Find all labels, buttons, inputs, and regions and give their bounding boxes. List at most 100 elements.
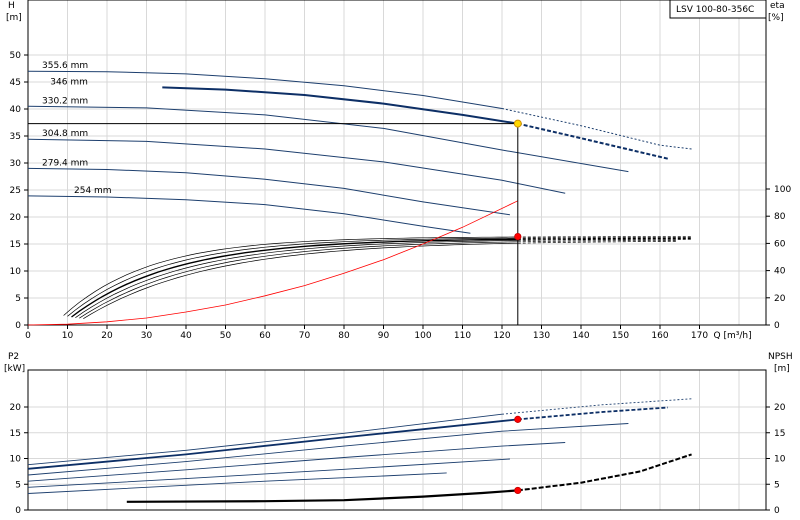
- flow-x-tick-label: 80: [338, 331, 350, 341]
- head-y-tick-label: 30: [10, 159, 22, 169]
- bottom-duty-markers: [514, 415, 522, 495]
- impeller-diameter-label: 254 mm: [74, 186, 112, 196]
- power-y-tick-label: 10: [10, 455, 22, 465]
- efficiency-curve: [63, 236, 518, 316]
- impeller-diameter-labels: 355.6 mm 346 mm 330.2 mm 304.8 mm 279.4 mm 25…: [42, 61, 112, 196]
- power-plot-frame: [27, 369, 767, 511]
- head-y-tick-label: 15: [10, 240, 21, 250]
- pump-model-title-box: [669, 0, 767, 19]
- flow-x-tick-label: 70: [299, 331, 311, 341]
- flow-x-tick-label: 120: [493, 331, 510, 341]
- efficiency-duty-marker: [514, 233, 522, 241]
- efficiency-y-tick-label: 100: [774, 185, 791, 195]
- head-curve-extension: [517, 122, 669, 160]
- efficiency-axis-unit: [%]: [768, 13, 784, 23]
- duty-point-marker: [513, 119, 522, 128]
- system-curve-line: [27, 200, 518, 326]
- efficiency-curve: [83, 242, 518, 319]
- head-curve: [27, 167, 510, 216]
- impeller-diameter-label: 346 mm: [50, 77, 88, 87]
- duty-point-markers: [513, 119, 522, 241]
- power-curve: [27, 442, 566, 482]
- npsh-y-tick-label: 15: [774, 429, 785, 439]
- power-y-tick-label: 0: [15, 506, 21, 516]
- flow-x-tick-label: 40: [180, 331, 192, 341]
- head-axis-unit: [m]: [6, 13, 22, 23]
- npsh-axis-unit: [m]: [774, 364, 790, 374]
- power-gridlines: [28, 370, 766, 510]
- power-curve: [27, 418, 518, 470]
- power-curve: [27, 472, 447, 494]
- head-curve: [27, 105, 629, 173]
- head-gridlines: [28, 0, 766, 325]
- head-y-tick-label: 35: [10, 132, 21, 142]
- npsh-duty-marker: [514, 486, 522, 495]
- power-curve: [27, 458, 510, 488]
- head-y-tick-label: 45: [10, 78, 21, 88]
- flow-x-tick-label: 100: [414, 331, 431, 341]
- npsh-curve-extension: [517, 453, 692, 492]
- flow-x-tick-label: 60: [259, 331, 271, 341]
- efficiency-axis-label: eta: [770, 1, 785, 11]
- efficiency-curve-extension: [517, 241, 676, 244]
- head-curve: [27, 70, 503, 109]
- power-curve: [27, 413, 503, 466]
- npsh-curve-line: [126, 489, 518, 503]
- power-y-tick-label: 15: [10, 429, 21, 439]
- npsh-y-tick-label: 5: [774, 480, 780, 490]
- flow-x-tick-label: 10: [62, 331, 74, 341]
- efficiency-y-tick-label: 0: [774, 321, 780, 331]
- flow-x-tick-label: 110: [454, 331, 471, 341]
- head-y-tick-label: 0: [15, 321, 21, 331]
- efficiency-y-ticks: 0 20 40 60 80 100: [766, 185, 791, 331]
- power-curves: [27, 398, 692, 494]
- head-y-tick-label: 10: [10, 267, 22, 277]
- efficiency-y-tick-label: 80: [774, 212, 786, 222]
- flow-x-ticks: 0 10 20 30 40 50 60 70 80 90 100 110 120 130 140 150 160…: [25, 325, 708, 341]
- npsh-y-tick-label: 20: [774, 403, 786, 413]
- power-axis-unit: [kW]: [4, 364, 25, 374]
- flow-x-tick-label: 90: [378, 331, 390, 341]
- impeller-diameter-label: 355.6 mm: [42, 61, 88, 71]
- power-curve-extension: [501, 398, 692, 415]
- efficiency-curve-extension: [517, 237, 692, 239]
- efficiency-curve-extension: [517, 238, 692, 241]
- efficiency-curve: [79, 241, 518, 319]
- head-y-tick-label: 25: [10, 186, 21, 196]
- flow-x-tick-label: 30: [141, 331, 153, 341]
- impeller-diameter-label: 330.2 mm: [42, 96, 88, 106]
- pump-model-title: LSV 100-80-356C: [669, 0, 767, 19]
- head-y-tick-label: 40: [10, 105, 22, 115]
- npsh-y-tick-label: 0: [774, 506, 780, 516]
- pump-model-title-text: LSV 100-80-356C: [676, 5, 754, 15]
- flow-x-tick-label: 50: [220, 331, 232, 341]
- npsh-y-tick-label: 10: [774, 455, 786, 465]
- head-curves: [27, 70, 692, 234]
- system-curve: [27, 123, 519, 326]
- impeller-diameter-label: 279.4 mm: [42, 158, 88, 168]
- head-curve: [162, 86, 518, 125]
- efficiency-curve: [71, 238, 518, 318]
- power-curve-extension: [517, 406, 668, 421]
- impeller-diameter-label: 304.8 mm: [42, 129, 88, 139]
- power-npsh-panel: P2 [kW] NPSH [m] 0 5 10 15 20 0 5 10 15 20: [4, 352, 793, 516]
- head-curve: [27, 138, 566, 194]
- power-curve: [27, 423, 629, 476]
- flow-x-tick-label: 20: [101, 331, 113, 341]
- power-y-tick-label: 20: [10, 403, 22, 413]
- efficiency-curve: [67, 237, 518, 317]
- efficiency-y-tick-label: 40: [774, 267, 786, 277]
- efficiency-curve-extension: [517, 237, 692, 240]
- head-y-tick-label: 20: [10, 213, 22, 223]
- flow-x-tick-label: 170: [691, 331, 708, 341]
- head-curve: [27, 195, 471, 234]
- efficiency-curve-extension: [517, 240, 676, 243]
- head-y-tick-label: 50: [10, 51, 22, 61]
- flow-x-tick-label: 0: [25, 331, 31, 341]
- efficiency-y-tick-label: 60: [774, 239, 786, 249]
- power-axis-label: P2: [8, 352, 19, 362]
- head-efficiency-panel: H [m] eta [%] LSV 100-80-356C 0 5 10 15 20 25…: [6, 0, 791, 341]
- flow-x-tick-label: 140: [572, 331, 589, 341]
- flow-axis-label: Q [m³/h]: [714, 331, 752, 341]
